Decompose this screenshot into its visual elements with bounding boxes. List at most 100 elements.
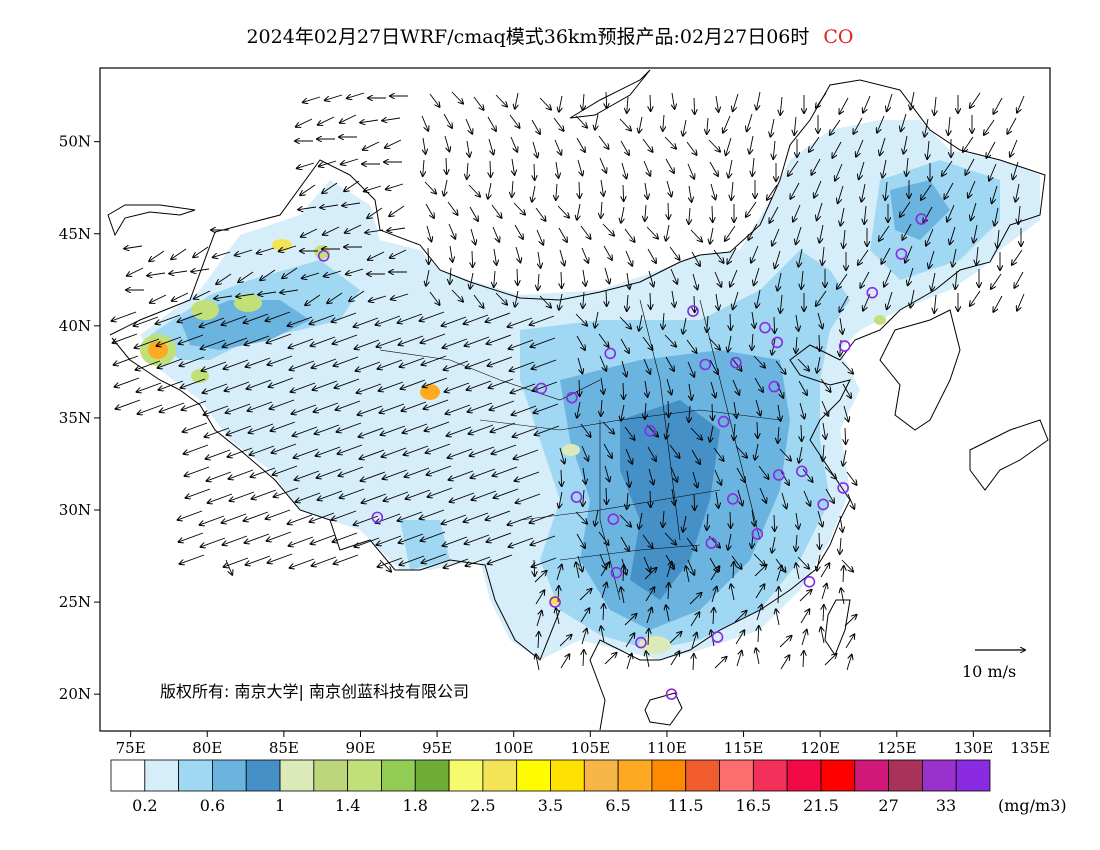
legend-tick-label: 27	[878, 796, 898, 815]
wind-vector	[624, 228, 635, 242]
wind-vector	[442, 316, 467, 326]
wind-vector	[887, 291, 893, 309]
wind-vector	[599, 157, 606, 173]
wind-vector	[556, 183, 557, 200]
wind-vector	[796, 512, 799, 529]
wind-vector	[191, 269, 210, 272]
wind-vector	[291, 382, 316, 392]
wind-vector	[444, 360, 469, 370]
wind-vector	[643, 556, 650, 572]
wind-vector	[208, 493, 233, 503]
wind-vector	[776, 566, 782, 582]
wind-vector	[337, 422, 362, 432]
wind-vector	[314, 402, 339, 412]
wind-vector	[535, 590, 544, 605]
wind-vector	[686, 339, 697, 353]
wind-vector	[708, 337, 720, 350]
wind-vector	[707, 513, 708, 530]
wind-vector	[840, 515, 843, 532]
wind-vector	[823, 422, 826, 439]
wind-vector	[282, 267, 298, 278]
city-station-marker	[751, 528, 764, 540]
wind-vector	[488, 356, 513, 366]
wind-reference-label: 10 m/s	[962, 662, 1016, 681]
wind-vector	[238, 271, 254, 282]
wind-vector	[713, 249, 724, 263]
wind-vector	[447, 201, 458, 215]
wind-vector	[689, 185, 692, 202]
wind-vector	[362, 493, 387, 503]
wind-vector	[666, 224, 669, 241]
wind-vector	[690, 229, 702, 242]
wind-vector	[686, 566, 689, 583]
wind-vector	[487, 334, 512, 344]
wind-vector	[575, 115, 587, 128]
legend-swatch	[347, 759, 382, 792]
wind-vector	[319, 160, 337, 166]
lon-tick-label: 105E	[571, 739, 611, 757]
wind-vector	[921, 184, 932, 200]
wind-vector	[180, 554, 205, 564]
wind-vector	[180, 356, 205, 366]
wind-vector	[882, 159, 887, 178]
wind-vector	[879, 225, 890, 241]
wind-vector	[201, 537, 226, 547]
city-station-marker	[730, 356, 742, 369]
wind-vector	[390, 249, 407, 258]
wind-vector	[512, 180, 513, 197]
wind-vector	[426, 443, 451, 453]
wind-vector	[385, 139, 402, 148]
lon-tick-label: 110E	[647, 739, 687, 757]
wind-vector	[796, 534, 797, 551]
lon-tick-label: 130E	[954, 739, 994, 757]
wind-vector	[839, 295, 849, 312]
wind-vector	[426, 225, 431, 241]
wind-vector	[200, 515, 225, 525]
wind-vector	[694, 97, 695, 114]
wind-vector	[323, 226, 340, 235]
wind-vector	[340, 488, 365, 498]
wind-vector	[558, 586, 559, 603]
wind-vector	[179, 532, 204, 542]
wind-vector	[280, 290, 299, 293]
wind-vector	[621, 360, 626, 376]
wind-vector	[420, 509, 445, 519]
wind-vector	[601, 201, 602, 218]
wind-vector	[301, 228, 318, 237]
wind-vector	[707, 315, 708, 332]
wind-vector	[773, 140, 775, 159]
wind-vector	[202, 361, 227, 371]
wind-vector	[989, 163, 997, 181]
wind-vector	[425, 421, 450, 431]
lat-tick-label: 45N	[59, 225, 91, 243]
wind-vector	[381, 425, 406, 435]
wind-vector	[116, 399, 141, 409]
legend-swatch	[144, 759, 180, 792]
wind-vector	[424, 399, 449, 409]
legend-swatch	[786, 759, 822, 792]
legend-tick-label: 2.5	[470, 796, 495, 815]
wind-vector	[135, 338, 160, 348]
wind-vector	[822, 246, 824, 265]
legend-swatch	[482, 759, 518, 792]
wind-vector	[267, 531, 292, 541]
wind-vector	[845, 427, 846, 444]
wind-vector	[445, 382, 470, 392]
wind-vector	[728, 159, 733, 178]
city-station-marker	[644, 425, 656, 437]
wind-vector	[747, 113, 753, 131]
wind-vector	[683, 317, 686, 334]
wind-vector	[798, 380, 807, 395]
wind-vector	[492, 444, 517, 454]
wind-vector	[258, 292, 277, 295]
wind-vector	[183, 422, 208, 432]
wind-vector	[207, 471, 232, 481]
wind-vector	[442, 514, 467, 524]
wind-vector	[490, 400, 515, 410]
wind-vector	[268, 355, 293, 365]
wind-vector	[714, 271, 721, 287]
copyright-notice: 版权所有: 南京大学| 南京创蓝科技有限公司	[160, 682, 469, 701]
wind-vector	[767, 184, 778, 200]
wind-vector	[619, 118, 631, 131]
wind-vector	[428, 247, 429, 264]
